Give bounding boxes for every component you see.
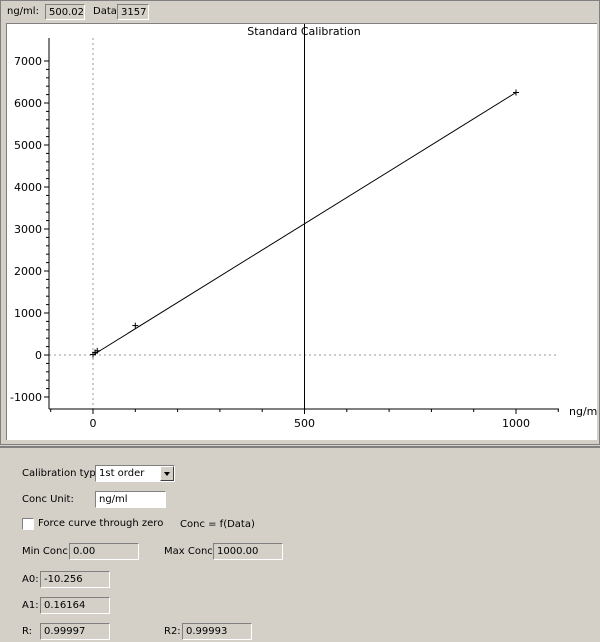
y-tick-label: 2000 bbox=[14, 265, 42, 278]
y-tick-label: 5000 bbox=[14, 139, 42, 152]
r-label: R: bbox=[22, 626, 33, 637]
r2-field: 0.99993 bbox=[182, 623, 252, 640]
calibration-chart[interactable]: -1000 0 1000 2000 3000 4000 5000 6000 7000 0 500 10… bbox=[7, 24, 597, 440]
equation-text: Conc = f(Data) bbox=[180, 519, 255, 530]
y-tick-label: 1000 bbox=[14, 307, 42, 320]
x-tick-label: 0 bbox=[90, 417, 97, 430]
cursor-readout-bar: ng/ml: 500.02 Data: 3157 bbox=[1, 1, 599, 23]
calibration-point bbox=[94, 347, 101, 354]
a0-label: A0: bbox=[22, 574, 39, 585]
calibration-settings-panel: Calibration type: 1st order Conc Unit: n… bbox=[0, 446, 600, 642]
max-conc-label: Max Conc: bbox=[164, 546, 217, 557]
y-tick-label: 4000 bbox=[14, 181, 42, 194]
x-tick-label: 500 bbox=[294, 417, 315, 430]
conc-unit-label: Conc Unit: bbox=[22, 494, 74, 505]
y-tick-label: 0 bbox=[35, 349, 42, 362]
y-readout-label: Data: bbox=[93, 6, 121, 17]
max-conc-field: 1000.00 bbox=[213, 543, 283, 560]
x-axis-label: ng/ml bbox=[569, 405, 597, 418]
a1-label: A1: bbox=[22, 600, 39, 611]
min-conc-field: 0.00 bbox=[69, 543, 139, 560]
chart-title: Standard Calibration bbox=[247, 25, 360, 38]
calibration-point bbox=[513, 89, 519, 96]
calibration-type-select[interactable]: 1st order bbox=[95, 465, 175, 482]
r-field: 0.99997 bbox=[40, 623, 110, 640]
x-readout-label: ng/ml: bbox=[7, 6, 39, 17]
plot-area[interactable]: -1000 0 1000 2000 3000 4000 5000 6000 7000 0 500 10… bbox=[6, 23, 597, 440]
calibration-point bbox=[132, 322, 139, 329]
x-readout-value: 500.02 bbox=[45, 4, 85, 20]
calibration-chart-window: ng/ml: 500.02 Data: 3157 -1000 0 1000 2000 3… bbox=[0, 0, 600, 445]
force-zero-label[interactable]: Force curve through zero bbox=[38, 518, 164, 529]
y-tick-label: 3000 bbox=[14, 223, 42, 236]
force-zero-checkbox[interactable] bbox=[22, 518, 34, 530]
y-tick-label: 6000 bbox=[14, 97, 42, 110]
x-tick-label: 1000 bbox=[502, 417, 530, 430]
r2-label: R2: bbox=[164, 626, 181, 637]
y-tick-label: -1000 bbox=[10, 391, 42, 404]
min-conc-label: Min Conc: bbox=[22, 546, 72, 557]
chevron-down-icon[interactable] bbox=[160, 466, 174, 481]
calibration-type-value: 1st order bbox=[99, 468, 145, 479]
conc-unit-field[interactable]: ng/ml bbox=[95, 491, 166, 508]
y-tick-label: 7000 bbox=[14, 55, 42, 68]
calibration-type-label: Calibration type: bbox=[22, 468, 106, 479]
a0-field: -10.256 bbox=[40, 571, 110, 588]
a1-field: 0.16164 bbox=[40, 597, 110, 614]
y-readout-value: 3157 bbox=[117, 4, 149, 20]
